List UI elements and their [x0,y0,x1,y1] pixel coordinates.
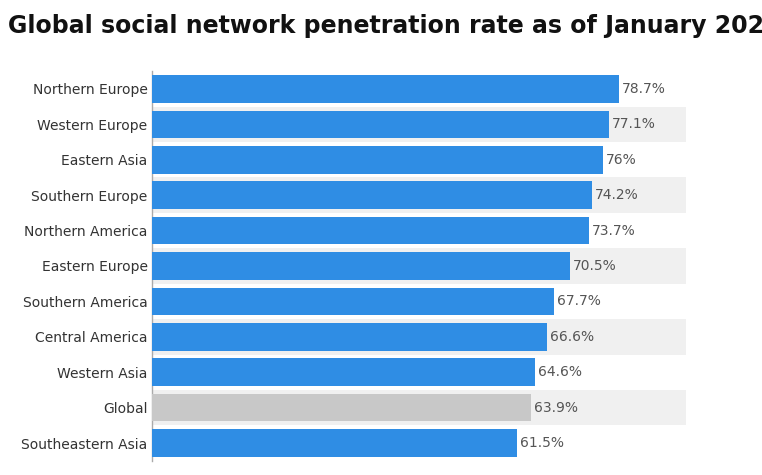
Bar [152,146,603,173]
Text: 70.5%: 70.5% [573,259,617,273]
Bar [152,425,686,461]
Bar [152,429,517,457]
Text: 66.6%: 66.6% [550,330,594,344]
Bar [152,390,686,425]
Bar [152,319,686,354]
Bar [152,359,535,386]
Text: 67.7%: 67.7% [556,294,600,308]
Bar [152,284,686,319]
Bar [152,178,686,213]
Text: Global social network penetration rate as of January 2025: Global social network penetration rate a… [8,14,762,38]
Bar [152,252,570,280]
Bar [152,71,686,107]
Bar [152,213,686,248]
Text: 64.6%: 64.6% [538,365,582,379]
Bar [152,107,686,142]
Bar [152,111,610,138]
Bar [152,181,592,209]
Bar [152,354,686,390]
Text: 73.7%: 73.7% [592,224,636,238]
Bar [152,217,589,245]
Bar [152,248,686,284]
Text: 61.5%: 61.5% [520,436,564,450]
Text: 63.9%: 63.9% [534,400,578,415]
Text: 78.7%: 78.7% [622,82,666,96]
Bar [152,75,619,103]
Bar [152,142,686,178]
Text: 77.1%: 77.1% [613,117,656,132]
Bar [152,394,531,421]
Text: 76%: 76% [606,153,636,167]
Bar [152,323,547,351]
Text: 74.2%: 74.2% [595,188,639,202]
Bar [152,287,554,315]
